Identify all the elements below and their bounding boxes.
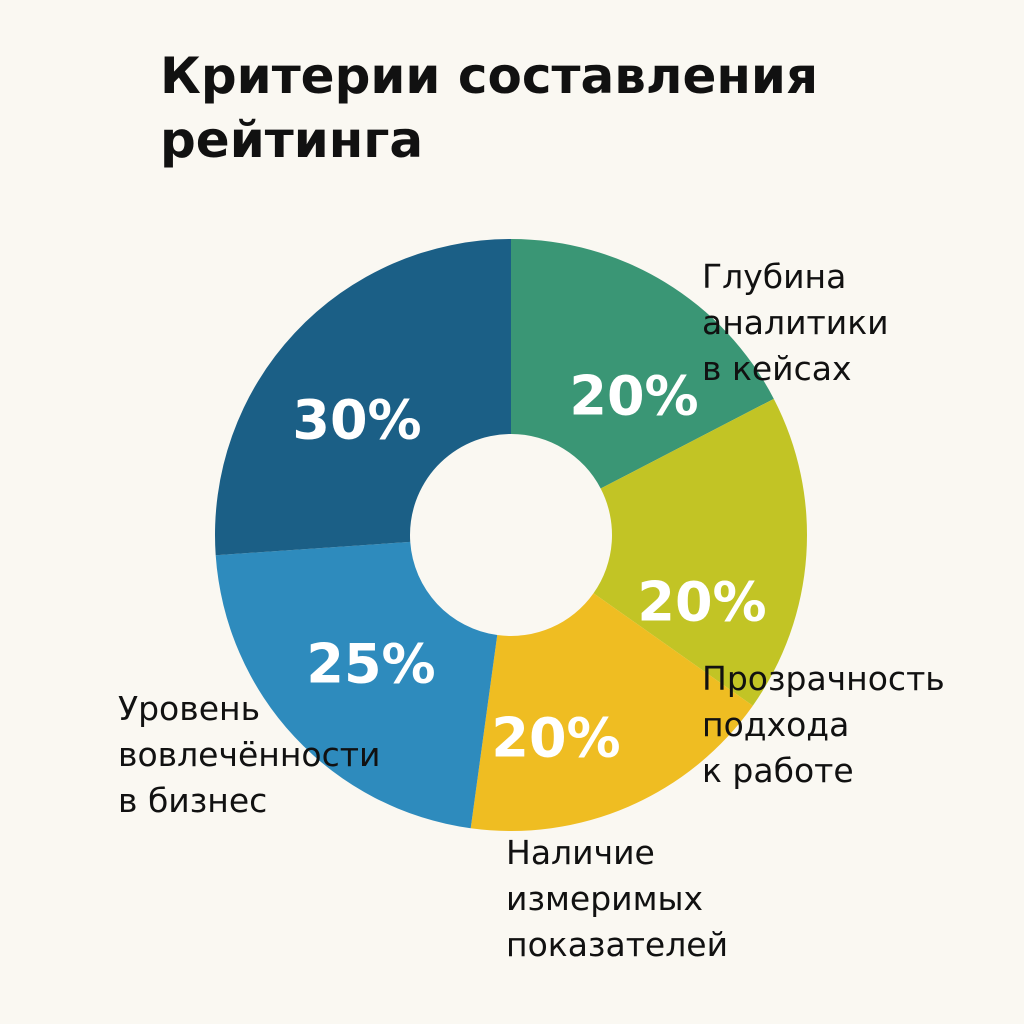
slice-label-transparency: 20% [637,570,767,634]
slice-dark [215,239,511,556]
slice-label-engagement: 25% [306,632,436,696]
category-label-metrics: Наличие измеримых показателей [506,833,729,964]
slice-label-dark: 30% [292,388,422,452]
slice-label-metrics: 20% [491,706,621,770]
category-label-analytics: Глубина аналитики в кейсах [702,257,889,388]
slice-analytics [511,239,774,489]
category-label-engagement: Уровень вовлечённости в бизнес [118,689,381,820]
slice-engagement [215,541,498,829]
slice-metrics [470,593,753,831]
slice-transparency [593,398,807,706]
category-label-transparency: Прозрачность подхода к работе [702,659,945,790]
chart-title: Критерии составления рейтинга [160,47,819,169]
slice-label-analytics: 20% [569,364,699,428]
